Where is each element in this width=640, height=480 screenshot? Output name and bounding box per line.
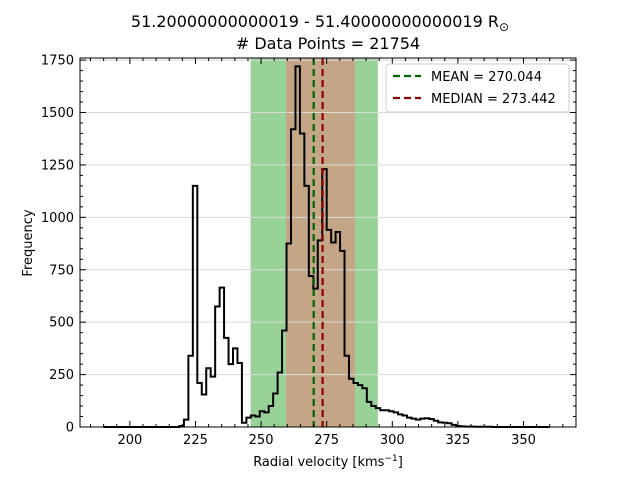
highlight-band-1 (286, 58, 356, 427)
x-tick-label: 300 (380, 433, 405, 448)
grid-lines (80, 59, 576, 428)
y-tick-label: 750 (49, 263, 74, 278)
histogram-step-line (103, 65, 550, 428)
axes-ticks: 200 225 250 275 300 325 350 0 250 500 750 1000 1250 1… (41, 54, 576, 448)
x-axis-label: Radial velocity [kms−1] (253, 454, 403, 470)
x-axis-label-end: ] (398, 455, 403, 470)
legend-mean-label: MEAN = 270.044 (431, 70, 542, 85)
x-tick-label: 275 (314, 433, 339, 448)
y-tick-label: 1750 (41, 54, 74, 69)
y-tick-label: 1000 (41, 211, 74, 226)
y-axis-label: Frequency (21, 209, 36, 276)
sun-symbol: ⊙ (499, 20, 509, 34)
x-tick-label: 250 (249, 433, 274, 448)
y-tick-label: 0 (66, 421, 74, 436)
legend-median-label: MEDIAN = 273.442 (431, 92, 556, 107)
legend: MEAN = 270.044 MEDIAN = 273.442 (385, 63, 570, 113)
x-tick-label: 200 (117, 433, 142, 448)
chart-title-line1: 51.20000000000019 - 51.40000000000019 R⊙ (131, 12, 509, 34)
legend-box (385, 63, 570, 113)
y-tick-label: 500 (49, 316, 74, 331)
y-tick-label: 1500 (41, 106, 74, 121)
y-tick-label: 250 (49, 368, 74, 383)
x-axis-label-superscript: −1 (384, 454, 397, 464)
y-tick-label: 1250 (41, 158, 74, 173)
x-tick-label: 325 (445, 433, 470, 448)
x-tick-label: 350 (511, 433, 536, 448)
chart-title-line2: # Data Points = 21754 (236, 34, 420, 53)
plot-frame (79, 57, 577, 428)
x-tick-label: 225 (183, 433, 208, 448)
